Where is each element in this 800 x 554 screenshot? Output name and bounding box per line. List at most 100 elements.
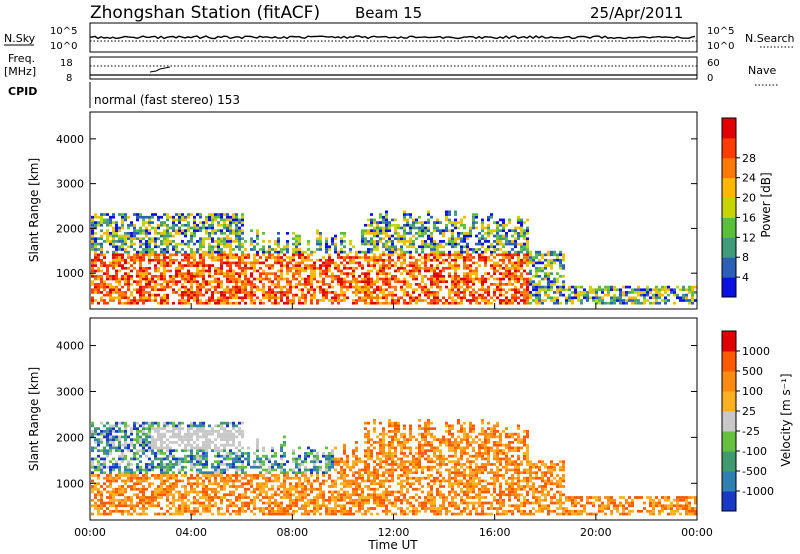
heatmap-cell <box>328 476 331 480</box>
heatmap-cell <box>262 240 265 243</box>
heatmap-cell <box>424 253 427 257</box>
heatmap-cell <box>250 301 253 305</box>
heatmap-cell <box>310 272 313 275</box>
heatmap-cell <box>130 269 133 273</box>
heatmap-cell <box>634 288 637 292</box>
heatmap-cell <box>190 509 193 513</box>
heatmap-cell <box>226 430 229 433</box>
heatmap-cell <box>352 299 355 302</box>
heatmap-cell <box>436 291 439 294</box>
heatmap-cell <box>238 509 241 513</box>
heatmap-cell <box>217 460 220 464</box>
heatmap-cell <box>514 240 517 243</box>
heatmap-cell <box>439 277 442 281</box>
heatmap-cell <box>214 430 217 433</box>
heatmap-cell <box>157 215 160 219</box>
heatmap-cell <box>184 253 187 257</box>
heatmap-cell <box>295 283 298 286</box>
heatmap-cell <box>262 272 265 275</box>
heatmap-cell <box>148 242 151 246</box>
colorbar-segment <box>722 118 736 139</box>
heatmap-cell <box>370 264 373 267</box>
heatmap-cell <box>229 237 232 241</box>
heatmap-cell <box>160 479 163 483</box>
heatmap-cell <box>280 293 283 297</box>
heatmap-cell <box>277 231 280 235</box>
heatmap-cell <box>169 468 172 472</box>
heatmap-cell <box>142 490 145 494</box>
heatmap-cell <box>331 277 334 281</box>
heatmap-cell <box>91 258 94 262</box>
heatmap-cell <box>595 293 598 297</box>
heatmap-cell <box>106 441 109 444</box>
heatmap-cell <box>532 288 535 292</box>
heatmap-cell <box>100 449 103 453</box>
heatmap-cell <box>238 421 241 425</box>
heatmap-cell <box>304 454 307 458</box>
heatmap-cell <box>256 296 259 300</box>
heatmap-cell <box>100 218 103 222</box>
heatmap-cell <box>430 285 433 289</box>
heatmap-cell <box>361 237 364 241</box>
heatmap-cell <box>277 261 280 265</box>
heatmap-cell <box>115 421 118 425</box>
heatmap-cell <box>109 438 112 442</box>
heatmap-cell <box>190 421 193 425</box>
heatmap-cell <box>298 301 301 305</box>
heatmap-cell <box>691 288 694 292</box>
heatmap-cell <box>103 240 106 243</box>
heatmap-cell <box>490 229 493 232</box>
heatmap-cell <box>115 424 118 428</box>
heatmap-cell <box>196 476 199 480</box>
heatmap-cell <box>172 277 175 281</box>
heatmap-cell <box>250 482 253 486</box>
heatmap-cell <box>406 240 409 243</box>
heatmap-cell <box>115 288 118 292</box>
heatmap-cell <box>409 253 412 257</box>
heatmap-cell <box>643 291 646 294</box>
heatmap-cell <box>142 512 145 516</box>
heatmap-cell <box>121 493 124 497</box>
heatmap-cell <box>163 237 166 241</box>
heatmap-cell <box>508 283 511 286</box>
heatmap-cell <box>241 280 244 284</box>
heatmap-cell <box>427 256 430 259</box>
heatmap-cell <box>313 496 316 499</box>
heatmap-cell <box>118 234 121 238</box>
heatmap-cell <box>151 285 154 289</box>
heatmap-cell <box>133 288 136 292</box>
heatmap-cell <box>130 221 133 224</box>
heatmap-cell <box>487 256 490 259</box>
heatmap-cell <box>238 507 241 510</box>
heatmap-cell <box>313 479 316 483</box>
heatmap-cell <box>211 280 214 284</box>
heatmap-cell <box>298 288 301 292</box>
heatmap-cell <box>157 493 160 497</box>
heatmap-cell <box>307 493 310 497</box>
heatmap-cell <box>94 242 97 246</box>
heatmap-cell <box>244 272 247 275</box>
heatmap-cell <box>544 293 547 297</box>
heatmap-cell <box>163 435 166 439</box>
heatmap-cell <box>442 231 445 235</box>
heatmap-cell <box>163 285 166 289</box>
heatmap-cell <box>460 296 463 300</box>
heatmap-cell <box>385 272 388 275</box>
heatmap-cell <box>376 296 379 300</box>
heatmap-cell <box>217 269 220 273</box>
heatmap-cell <box>229 504 232 508</box>
heatmap-cell <box>106 490 109 494</box>
colorbar-segment <box>722 177 736 199</box>
heatmap-cell <box>523 229 526 232</box>
heatmap-cell <box>391 293 394 297</box>
heatmap-cell <box>256 460 259 464</box>
heatmap-cell <box>217 490 220 494</box>
heatmap-cell <box>262 291 265 294</box>
heatmap-cell <box>238 266 241 270</box>
heatmap-cell <box>178 266 181 270</box>
nsky-trace <box>89 35 697 42</box>
heatmap-cell <box>688 288 691 292</box>
heatmap-cell <box>454 240 457 243</box>
heatmap-cell <box>520 229 523 232</box>
heatmap-cell <box>403 218 406 222</box>
